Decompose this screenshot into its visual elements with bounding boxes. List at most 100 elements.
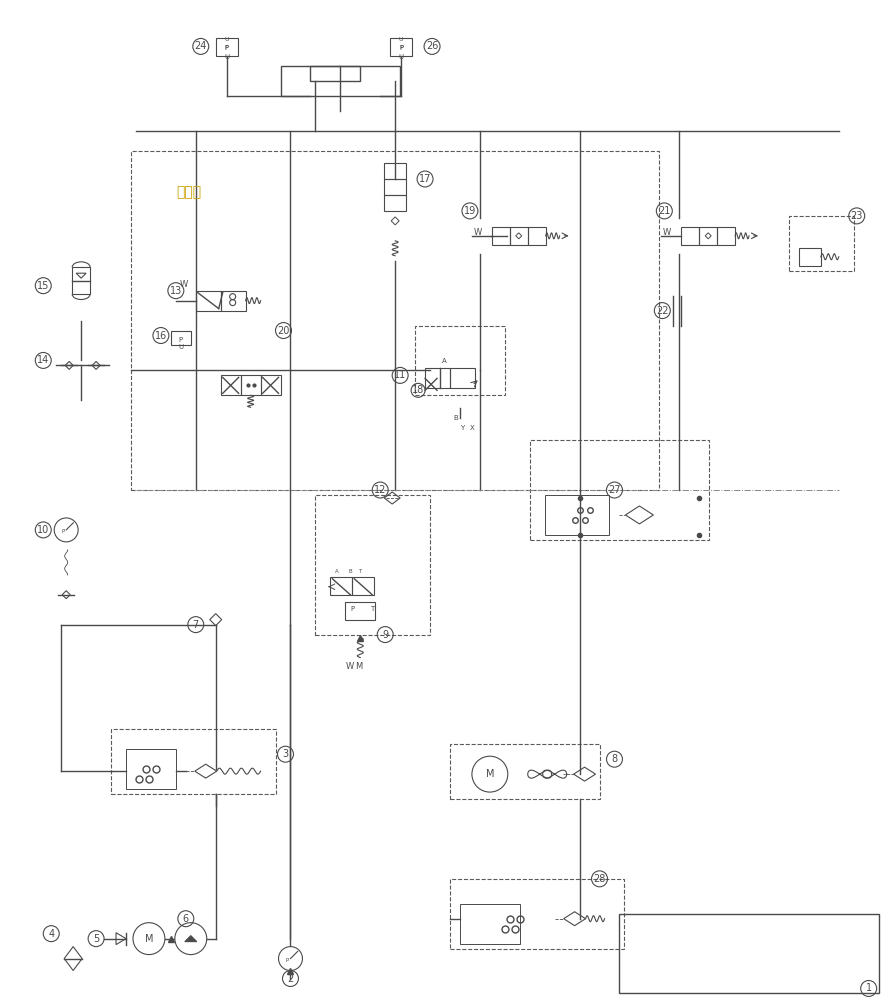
- Text: 14: 14: [38, 355, 49, 365]
- Bar: [196, 291, 221, 311]
- Text: 26: 26: [426, 41, 438, 51]
- Circle shape: [133, 923, 164, 955]
- Text: 15: 15: [37, 281, 49, 291]
- Text: 13: 13: [170, 286, 182, 296]
- Bar: [415, 326, 505, 395]
- Bar: [111, 729, 275, 794]
- Bar: [131, 151, 660, 490]
- Bar: [390, 38, 412, 56]
- Text: X: X: [470, 425, 475, 431]
- Text: 3: 3: [283, 749, 289, 759]
- Text: 8: 8: [611, 754, 618, 764]
- Text: M: M: [485, 769, 494, 779]
- Bar: [510, 227, 527, 245]
- Text: B: B: [453, 415, 458, 421]
- Bar: [460, 904, 519, 944]
- Circle shape: [279, 947, 302, 971]
- Bar: [384, 195, 406, 211]
- Bar: [527, 227, 545, 245]
- Bar: [215, 38, 238, 56]
- Bar: [492, 227, 510, 245]
- Polygon shape: [185, 936, 197, 942]
- Text: Y: Y: [460, 425, 464, 431]
- Bar: [384, 163, 406, 179]
- Text: U: U: [399, 37, 403, 42]
- Bar: [450, 744, 600, 799]
- Text: 16: 16: [155, 331, 167, 341]
- Text: W: W: [663, 228, 671, 237]
- Text: P: P: [350, 606, 354, 612]
- Bar: [352, 577, 375, 595]
- Bar: [221, 291, 246, 311]
- Bar: [171, 331, 190, 345]
- Bar: [310, 66, 360, 81]
- Bar: [221, 375, 240, 395]
- Text: 9: 9: [382, 630, 388, 640]
- Text: 28: 28: [594, 874, 606, 884]
- Bar: [281, 66, 401, 96]
- Bar: [72, 267, 90, 294]
- Text: P: P: [286, 958, 289, 963]
- Bar: [126, 749, 176, 789]
- Text: 20: 20: [277, 326, 290, 336]
- Text: W: W: [180, 280, 188, 289]
- Text: 19: 19: [464, 206, 476, 216]
- Text: 17: 17: [419, 174, 431, 184]
- Text: 11: 11: [394, 370, 406, 380]
- Text: W: W: [474, 228, 482, 237]
- Bar: [425, 368, 450, 388]
- Bar: [384, 179, 406, 195]
- Text: U: U: [178, 344, 183, 350]
- Text: U: U: [399, 54, 404, 60]
- Text: 24: 24: [195, 41, 207, 51]
- Text: 油阀块: 油阀块: [176, 185, 201, 199]
- Text: P: P: [225, 45, 229, 50]
- Bar: [530, 440, 709, 540]
- Text: U: U: [224, 37, 229, 42]
- Text: 12: 12: [374, 485, 386, 495]
- Text: 6: 6: [182, 914, 189, 924]
- Bar: [345, 602, 375, 620]
- Bar: [240, 375, 260, 395]
- Text: 2: 2: [287, 974, 293, 984]
- Bar: [260, 375, 281, 395]
- Bar: [331, 577, 352, 595]
- Text: P: P: [179, 337, 183, 343]
- Circle shape: [472, 756, 508, 792]
- Bar: [316, 495, 430, 635]
- Bar: [789, 216, 854, 271]
- Text: 1: 1: [865, 983, 872, 993]
- Bar: [717, 227, 735, 245]
- Text: W: W: [345, 662, 353, 671]
- Text: 22: 22: [656, 306, 669, 316]
- Bar: [699, 227, 717, 245]
- Text: P: P: [400, 45, 403, 50]
- Text: A: A: [442, 358, 447, 364]
- Text: T: T: [358, 569, 361, 574]
- Text: P: P: [224, 45, 229, 51]
- Circle shape: [55, 518, 78, 542]
- Text: 27: 27: [608, 485, 620, 495]
- Bar: [544, 495, 610, 535]
- Text: M: M: [145, 934, 153, 944]
- Text: 23: 23: [850, 211, 863, 221]
- Text: 7: 7: [193, 620, 198, 630]
- Text: M: M: [355, 662, 363, 671]
- Text: P: P: [399, 45, 403, 51]
- Text: 5: 5: [93, 934, 99, 944]
- Text: 21: 21: [658, 206, 670, 216]
- Text: A: A: [335, 569, 339, 574]
- Bar: [620, 914, 879, 993]
- Text: B: B: [349, 569, 352, 574]
- Text: U: U: [224, 54, 229, 60]
- Text: P: P: [62, 529, 65, 534]
- Bar: [799, 248, 821, 266]
- Text: 10: 10: [38, 525, 49, 535]
- Text: 4: 4: [48, 929, 55, 939]
- Circle shape: [175, 923, 207, 955]
- Text: T: T: [370, 606, 375, 612]
- Bar: [450, 368, 475, 388]
- Bar: [681, 227, 699, 245]
- Text: 18: 18: [412, 385, 425, 395]
- Bar: [450, 879, 624, 949]
